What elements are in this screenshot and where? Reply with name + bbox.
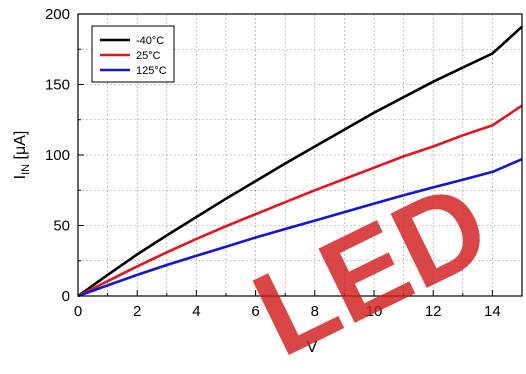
x-tick-label: 8 — [311, 303, 319, 320]
y-axis-title: IIN [μA] — [12, 131, 32, 180]
series-line-1 — [77, 104, 523, 298]
axis-ticks — [77, 13, 523, 297]
x-tick-label: 0 — [74, 303, 82, 320]
x-tick-label: 12 — [425, 303, 442, 320]
y-tick-labels: 0 50 100 150 200 — [45, 6, 70, 305]
series-line-0 — [77, 25, 523, 298]
legend-items: -40°C 25°C 125°C — [100, 35, 167, 77]
series-line-2 — [77, 158, 523, 298]
y-axis-title-subscript: IN — [20, 164, 32, 175]
y-tick-label: 0 — [62, 288, 70, 305]
x-tick-label: 6 — [251, 303, 259, 320]
legend-label-0: -40°C — [136, 35, 164, 47]
y-tick-label: 150 — [45, 77, 70, 94]
x-axis-title: V — [307, 339, 318, 356]
x-tick-label: 14 — [484, 303, 501, 320]
legend-label-1: 25°C — [136, 50, 161, 62]
x-tick-label: 2 — [133, 303, 141, 320]
x-tick-label: 4 — [192, 303, 200, 320]
watermark: LED — [234, 156, 508, 374]
x-tick-label: 10 — [366, 303, 383, 320]
x-tick-labels: 0 2 4 6 8 10 12 14 — [74, 303, 501, 320]
y-tick-label: 50 — [53, 218, 70, 235]
y-axis-title-main: I — [12, 175, 29, 179]
legend-label-2: 125°C — [136, 65, 167, 77]
legend: -40°C 25°C 125°C — [91, 25, 175, 83]
y-axis-title-unit: [μA] — [12, 131, 29, 164]
series-lines — [77, 25, 523, 298]
y-tick-label: 200 — [45, 6, 70, 23]
y-tick-label: 100 — [45, 147, 70, 164]
grid-lines — [78, 14, 522, 296]
